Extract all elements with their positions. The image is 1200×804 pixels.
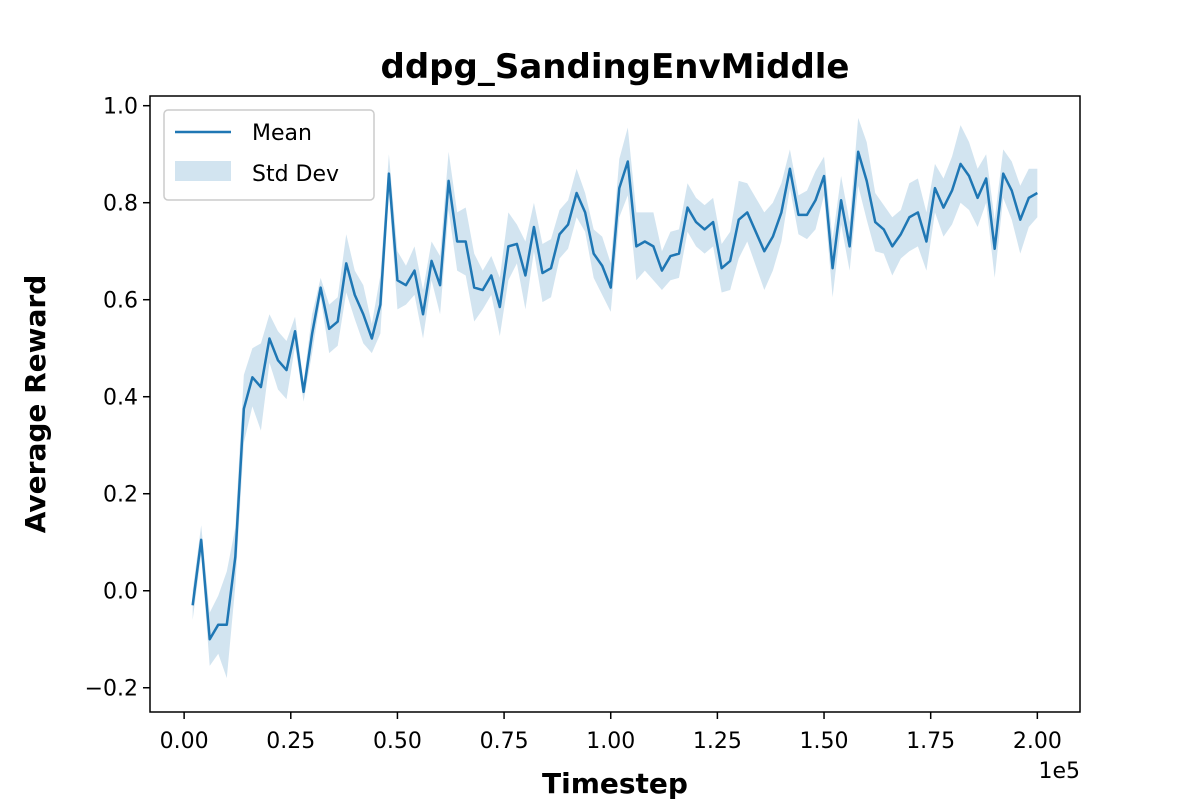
- x-tick-label: 1.75: [906, 729, 955, 754]
- x-axis-ticks: 0.00 0.25 0.50 0.75 1.00 1.25 1.50 1.75 2.00: [160, 712, 1062, 754]
- x-axis-label: Timestep: [542, 767, 688, 800]
- y-axis-ticks: −0.2 0.0 0.2 0.4 0.6 0.8 1.0: [85, 95, 150, 702]
- x-tick-label: 0.50: [373, 729, 422, 754]
- x-tick-label: 0.25: [266, 729, 315, 754]
- y-tick-label: 0.0: [103, 580, 138, 605]
- y-tick-label: 1.0: [103, 95, 138, 120]
- y-tick-label: 0.6: [103, 289, 138, 314]
- legend-mean-label: Mean: [252, 121, 312, 146]
- y-tick-label: 0.2: [103, 483, 138, 508]
- x-tick-label: 0.00: [160, 729, 209, 754]
- x-axis-offset-label: 1e5: [1038, 759, 1080, 784]
- x-tick-label: 1.25: [693, 729, 742, 754]
- y-tick-label: 0.8: [103, 192, 138, 217]
- y-axis-label: Average Reward: [19, 275, 52, 534]
- legend-std-dev-label: Std Dev: [252, 162, 339, 187]
- chart-legend: Mean Std Dev: [164, 110, 374, 200]
- x-tick-label: 0.75: [480, 729, 529, 754]
- y-tick-label: 0.4: [103, 386, 138, 411]
- chart-title: ddpg_SandingEnvMiddle: [381, 47, 850, 87]
- y-tick-label: −0.2: [85, 677, 138, 702]
- x-tick-label: 1.50: [800, 729, 849, 754]
- x-tick-label: 1.00: [586, 729, 635, 754]
- x-tick-label: 2.00: [1013, 729, 1062, 754]
- legend-std-dev-swatch: [175, 161, 231, 181]
